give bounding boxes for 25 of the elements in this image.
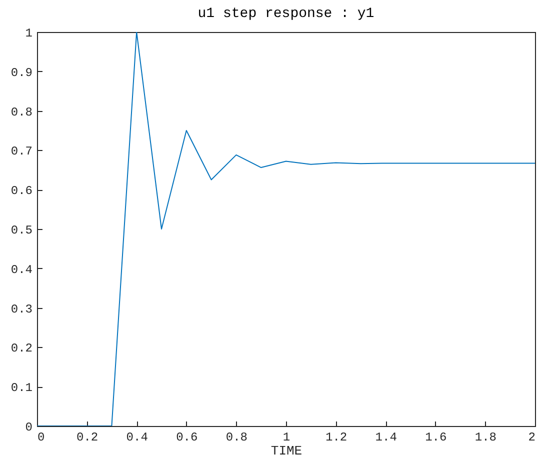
- y-tick-label: 0.4: [10, 262, 32, 277]
- x-tick-label: 1.2: [325, 430, 348, 444]
- y-tick-label: 0: [25, 420, 32, 434]
- line-series: [37, 32, 535, 426]
- x-tick-label: 0.6: [176, 430, 198, 444]
- y-tick-label: 0.2: [10, 342, 32, 356]
- x-tick-label: 0.4: [126, 430, 148, 444]
- chart-title: u1 step response : y1: [198, 6, 374, 22]
- y-tick-label: 0.6: [10, 184, 32, 198]
- x-tick-label: 0.2: [76, 430, 98, 444]
- x-tick-label: 0.8: [226, 430, 248, 444]
- x-tick-label: 1: [282, 430, 290, 444]
- y-tick-label: 1: [25, 26, 32, 40]
- x-axis-title: TIME: [270, 444, 302, 458]
- x-tick-label: 0: [38, 430, 45, 444]
- y-tick-label: 0.9: [10, 66, 32, 80]
- y-tick-label: 0.5: [10, 224, 32, 238]
- x-tick-label: 1.6: [425, 430, 447, 444]
- y-tick-label: 0.8: [10, 105, 32, 120]
- x-tick-label: 1.4: [375, 430, 397, 444]
- y-tick-label: 0.7: [10, 144, 32, 159]
- y-tick-label: 0.3: [10, 302, 32, 316]
- x-tick-label: 2: [528, 430, 536, 444]
- y-tick-label: 0.1: [10, 381, 32, 396]
- x-tick-label: 1.8: [474, 430, 497, 444]
